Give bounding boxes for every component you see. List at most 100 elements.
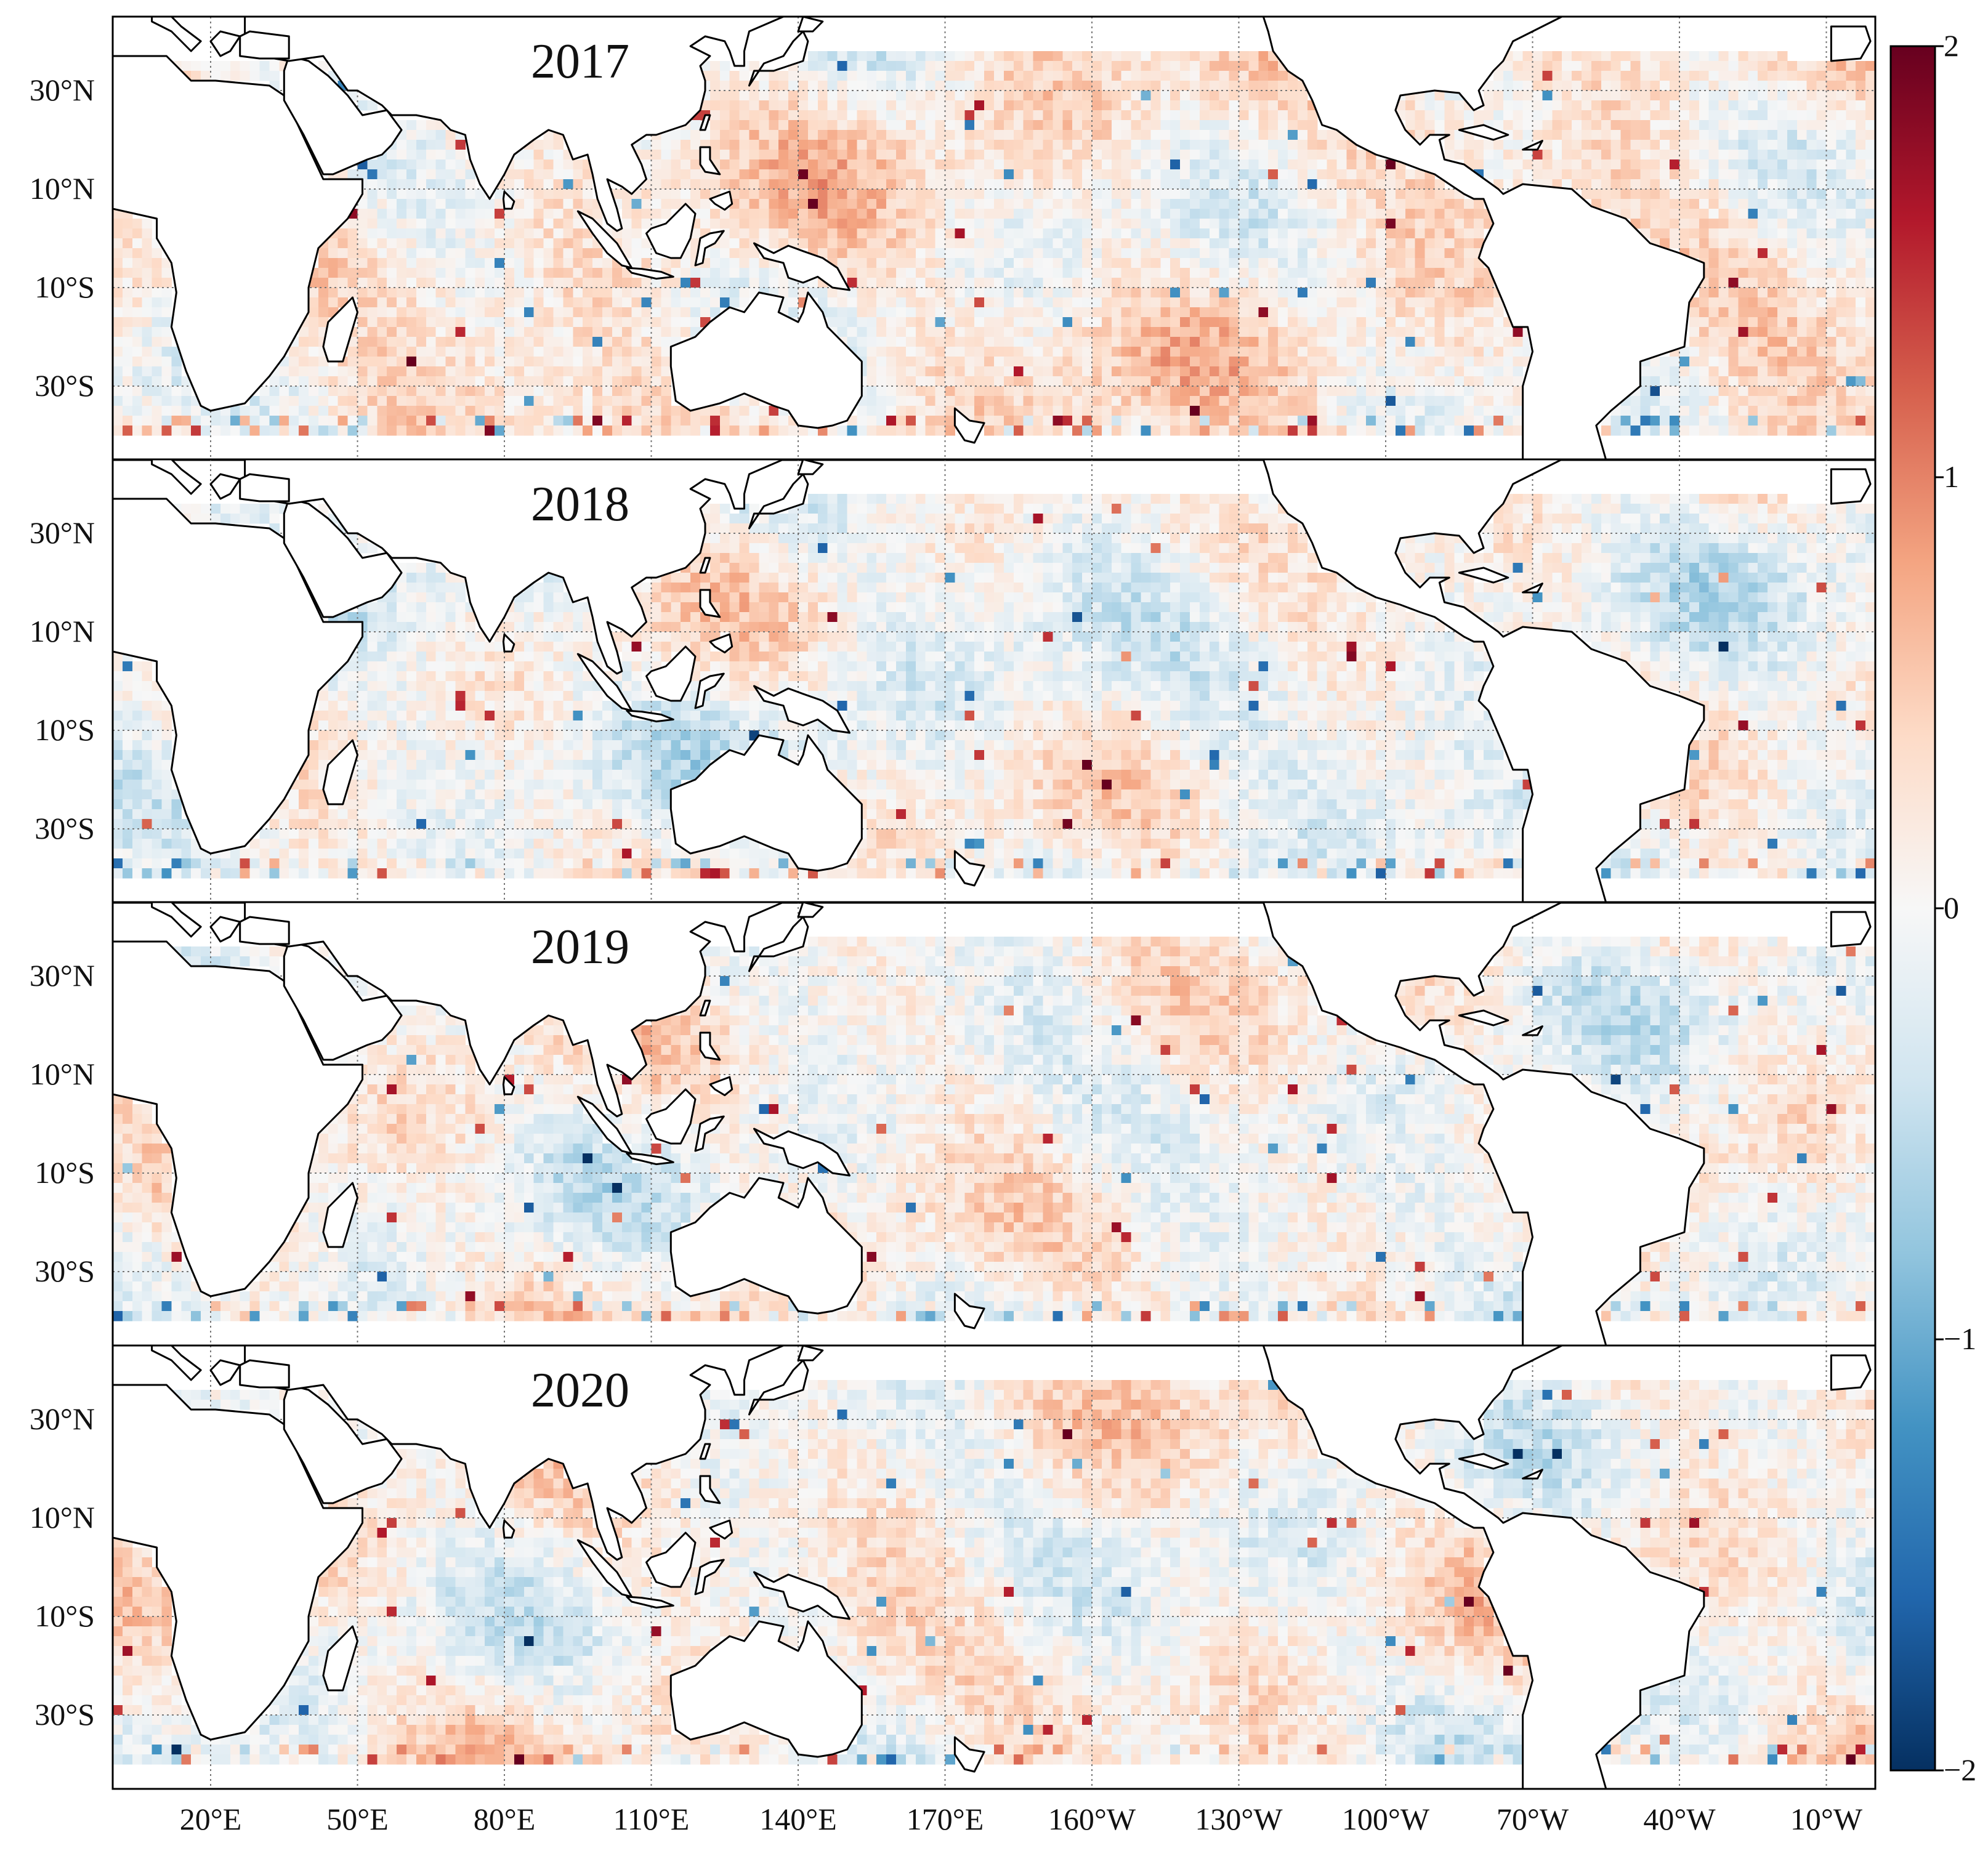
lat-tick-label: 30°N — [2, 72, 95, 108]
land-asia — [244, 902, 785, 1118]
colorbar-tick-label: 0 — [1944, 890, 1959, 926]
lon-tick-label: 10°W — [1765, 1801, 1888, 1837]
anomaly-field — [113, 937, 1875, 1321]
land-sumatra — [576, 1095, 633, 1155]
lat-tick-label: 10°S — [2, 1598, 95, 1634]
lat-tick-label: 10°N — [2, 1499, 95, 1535]
land-luzon — [699, 146, 721, 176]
land-arabia — [283, 1384, 403, 1504]
land-newzealand — [953, 1293, 985, 1329]
land-newzealand — [953, 407, 985, 444]
land-italy — [151, 459, 202, 495]
land-madagascar — [322, 1625, 358, 1692]
land-taiwan — [699, 114, 711, 131]
land-sumatra — [576, 653, 633, 712]
anomaly-field — [113, 494, 1875, 879]
lon-tick-label: 160°W — [1030, 1801, 1154, 1837]
panel-frame — [111, 1344, 1877, 1790]
lon-tick-label: 100°W — [1324, 1801, 1447, 1837]
year-label: 2020 — [531, 1363, 629, 1419]
land-australia — [669, 291, 863, 429]
land-arabia — [283, 498, 403, 618]
land-mindanao — [709, 1076, 733, 1097]
land-americas — [1262, 459, 1705, 903]
land-cuba — [1458, 567, 1509, 584]
lat-tick-label: 30°S — [2, 1697, 95, 1732]
land-greece — [209, 473, 241, 500]
anomaly-field — [113, 51, 1875, 436]
land-americas — [1262, 902, 1705, 1346]
lat-tick-label: 30°N — [2, 1401, 95, 1437]
land-java — [626, 1152, 674, 1166]
land-africa — [113, 55, 363, 412]
land-srilanka — [502, 633, 515, 653]
land-srilanka — [502, 1519, 515, 1539]
land-newguinea — [753, 685, 851, 734]
land-japan — [748, 1359, 809, 1416]
land-iberia — [1830, 1354, 1872, 1391]
land-newguinea — [753, 1571, 851, 1620]
land-luzon — [699, 589, 721, 618]
land-iberia — [1830, 468, 1872, 505]
land-africa — [113, 498, 363, 855]
land-arabia — [283, 55, 403, 176]
land-asia — [244, 1346, 785, 1561]
land-newguinea — [753, 242, 851, 291]
map-panel-2018 — [111, 458, 1877, 904]
land-americas — [1262, 17, 1705, 460]
land-hispaniola — [1522, 1025, 1543, 1036]
lat-tick-label: 30°S — [2, 810, 95, 846]
land-newzealand — [953, 850, 985, 887]
colorbar-gradient — [1889, 45, 1936, 1772]
land-iberia — [1830, 911, 1872, 948]
map-panel-2019 — [111, 901, 1877, 1347]
land-italy — [151, 902, 202, 938]
map-panel-2020 — [111, 1344, 1877, 1790]
lon-tick-label: 50°E — [296, 1801, 419, 1837]
land-africa — [113, 1384, 363, 1741]
land-sulawesi — [694, 1559, 725, 1596]
lon-tick-label: 170°E — [884, 1801, 1007, 1837]
land-hokkaido — [797, 902, 824, 918]
land-greece — [209, 1359, 241, 1386]
lon-tick-label: 80°E — [443, 1801, 566, 1837]
map-panel-2017 — [111, 15, 1877, 461]
land-japan — [748, 916, 809, 972]
land-australia — [669, 1177, 863, 1315]
land-borneo — [645, 203, 697, 259]
year-label: 2019 — [531, 919, 629, 975]
land-java — [626, 709, 674, 723]
year-label: 2018 — [531, 477, 629, 533]
lat-tick-label: 10°S — [2, 269, 95, 305]
land-asia — [244, 459, 785, 675]
land-hispaniola — [1522, 583, 1543, 594]
land-srilanka — [502, 1076, 515, 1095]
land-greece — [209, 916, 241, 943]
lat-tick-label: 30°S — [2, 368, 95, 403]
land-borneo — [645, 1088, 697, 1145]
land-newzealand — [953, 1736, 985, 1773]
lat-tick-label: 30°N — [2, 958, 95, 993]
land-sulawesi — [694, 672, 725, 709]
year-label: 2017 — [531, 34, 629, 90]
lat-tick-label: 10°N — [2, 1056, 95, 1092]
land-taiwan — [699, 1443, 711, 1460]
land-sulawesi — [694, 230, 725, 267]
land-australia — [669, 734, 863, 872]
colorbar-tick-label: 2 — [1944, 28, 1959, 63]
land-turkey — [239, 30, 290, 60]
land-madagascar — [322, 296, 358, 363]
land-asia — [244, 17, 785, 232]
lat-tick-label: 10°S — [2, 712, 95, 748]
land-java — [626, 1596, 674, 1609]
anomaly-field — [113, 1380, 1875, 1765]
land-iberia — [1830, 25, 1872, 62]
land-italy — [151, 1346, 202, 1381]
colorbar-tick-label: −2 — [1944, 1752, 1976, 1788]
land-taiwan — [699, 557, 711, 574]
lon-tick-label: 20°E — [149, 1801, 272, 1837]
land-sumatra — [576, 1539, 633, 1598]
lon-tick-label: 40°W — [1618, 1801, 1741, 1837]
lat-tick-label: 10°N — [2, 171, 95, 206]
